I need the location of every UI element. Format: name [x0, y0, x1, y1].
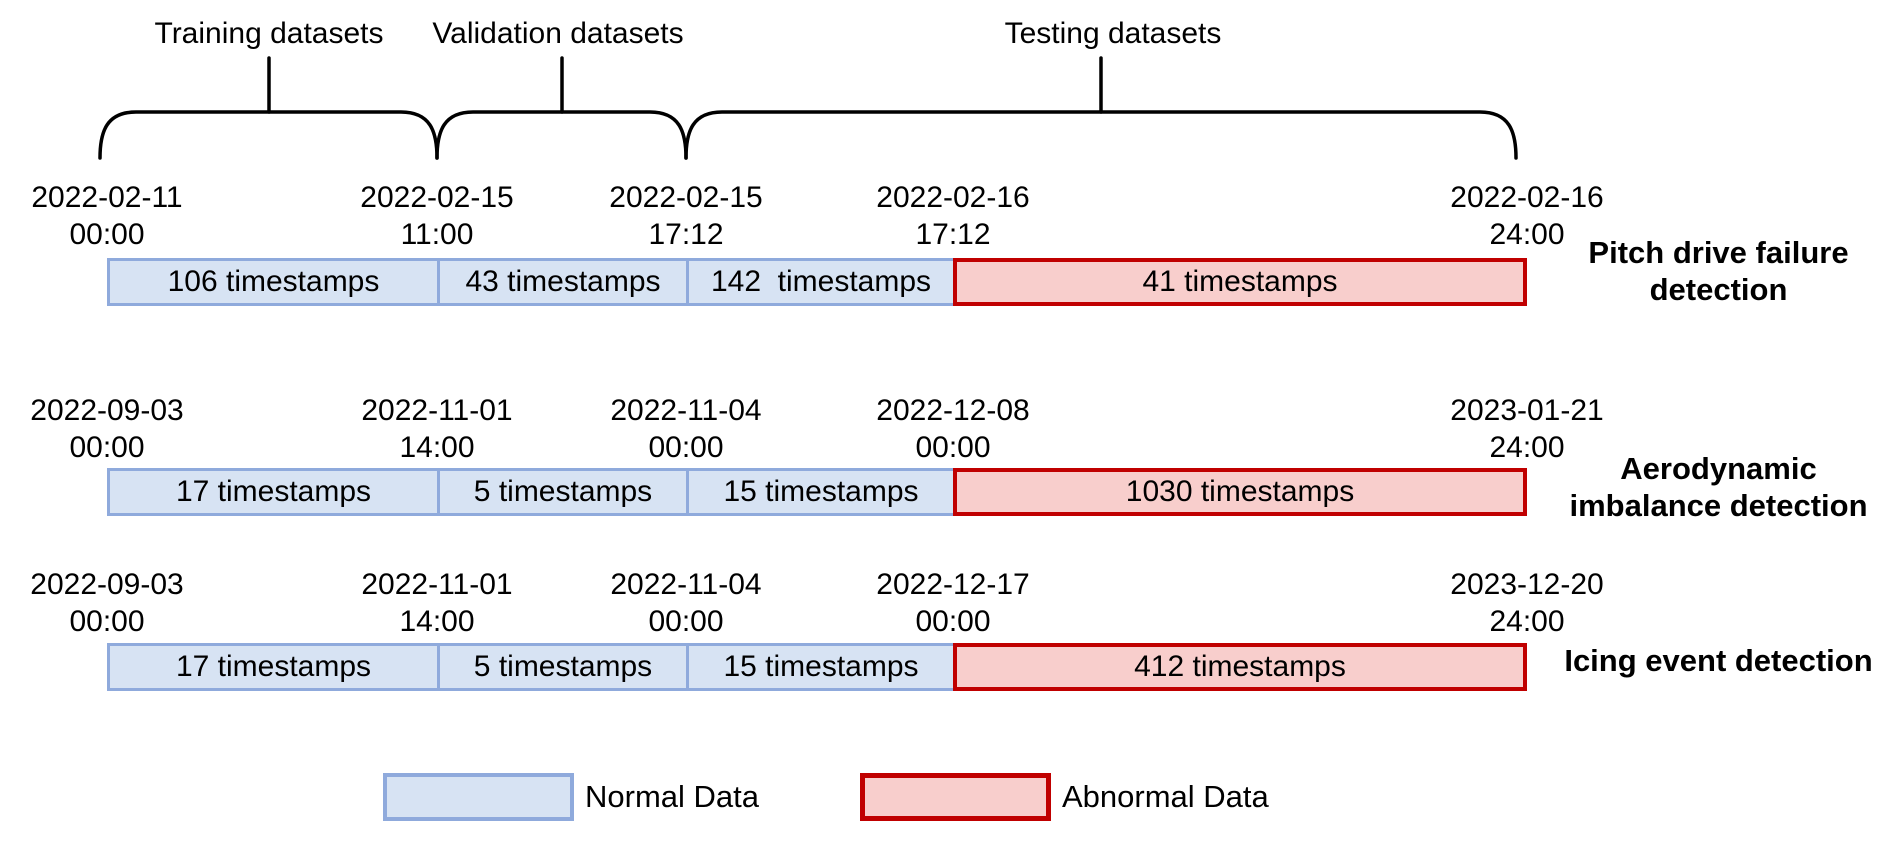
time-text: 24:00	[1489, 218, 1565, 251]
segment-label: 5 timestamps	[473, 475, 653, 508]
date-text: 2023-01-21	[1450, 394, 1604, 427]
segment-label: 142 timestamps	[710, 265, 932, 298]
brace-validation	[435, 110, 688, 160]
segment-label: 106 timestamps	[167, 265, 380, 298]
row-label-line: detection	[1649, 272, 1788, 307]
segment-label: 17 timestamps	[175, 650, 372, 683]
segment-label: 41 timestamps	[1142, 265, 1338, 298]
row-label-aerodynamic-imbalance: Aerodynamic imbalance detection	[1545, 450, 1892, 524]
segment-label: 1030 timestamps	[1125, 475, 1355, 508]
date-col: 2022-02-15 17:12	[576, 179, 796, 253]
legend-label-normal: Normal Data	[585, 779, 759, 814]
segment-normal: 17 timestamps	[107, 643, 440, 691]
segment-normal: 5 timestamps	[437, 643, 689, 691]
time-text: 00:00	[69, 605, 145, 638]
date-text: 2022-11-04	[610, 568, 762, 601]
segment-label: 17 timestamps	[175, 475, 372, 508]
segment-abnormal: 412 timestamps	[953, 643, 1527, 691]
time-text: 00:00	[915, 605, 991, 638]
time-text: 14:00	[399, 605, 475, 638]
date-col: 2022-12-08 00:00	[843, 392, 1063, 466]
group-label-testing: Testing datasets	[1004, 17, 1222, 50]
segment-normal: 15 timestamps	[686, 643, 956, 691]
braces-graphic	[98, 56, 1518, 160]
date-col: 2022-12-17 00:00	[843, 566, 1063, 640]
segment-label: 15 timestamps	[723, 650, 919, 683]
row-label-icing-event: Icing event detection	[1545, 642, 1892, 679]
legend-swatch-normal	[383, 773, 574, 821]
date-text: 2023-12-20	[1450, 568, 1604, 601]
date-text: 2022-02-15	[360, 181, 514, 214]
date-col: 2022-02-16 17:12	[843, 179, 1063, 253]
date-text: 2022-02-15	[609, 181, 763, 214]
date-col: 2022-09-03 00:00	[0, 566, 217, 640]
date-col: 2022-02-11 00:00	[0, 179, 217, 253]
date-col: 2022-02-15 11:00	[327, 179, 547, 253]
date-text: 2022-11-04	[610, 394, 762, 427]
date-col: 2022-11-01 14:00	[327, 392, 547, 466]
date-text: 2022-11-01	[361, 568, 513, 601]
brace-training	[98, 110, 439, 160]
segment-label: 412 timestamps	[1134, 650, 1346, 683]
row-label-line: imbalance detection	[1569, 488, 1868, 523]
segment-normal: 17 timestamps	[107, 468, 440, 516]
date-text: 2022-02-16	[1450, 181, 1604, 214]
segment-normal: 43 timestamps	[437, 258, 689, 306]
group-label-training: Training datasets	[154, 17, 384, 50]
date-col: 2022-11-04 00:00	[576, 392, 796, 466]
segment-normal: 106 timestamps	[107, 258, 440, 306]
time-text: 24:00	[1489, 605, 1565, 638]
date-text: 2022-09-03	[30, 568, 184, 601]
segment-abnormal: 1030 timestamps	[953, 468, 1527, 516]
segment-normal: 5 timestamps	[437, 468, 689, 516]
date-text: 2022-02-11	[31, 181, 183, 214]
date-col: 2022-11-04 00:00	[576, 566, 796, 640]
time-text: 24:00	[1489, 431, 1565, 464]
row-label-line: Icing event detection	[1564, 643, 1873, 678]
date-text: 2022-11-01	[361, 394, 513, 427]
date-col: 2023-01-21 24:00	[1417, 392, 1637, 466]
segment-label: 5 timestamps	[473, 650, 653, 683]
legend-label-abnormal: Abnormal Data	[1062, 779, 1269, 814]
group-label-validation: Validation datasets	[432, 17, 684, 50]
time-text: 00:00	[648, 605, 724, 638]
date-text: 2022-12-08	[876, 394, 1030, 427]
date-col: 2022-02-16 24:00	[1417, 179, 1637, 253]
segment-label: 15 timestamps	[723, 475, 919, 508]
date-text: 2022-02-16	[876, 181, 1030, 214]
row-label-pitch-drive: Pitch drive failure detection	[1545, 234, 1892, 308]
date-col: 2022-11-01 14:00	[327, 566, 547, 640]
row-label-line: Pitch drive failure	[1588, 235, 1849, 270]
segment-normal: 142 timestamps	[686, 258, 956, 306]
date-text: 2022-09-03	[30, 394, 184, 427]
segment-label: 43 timestamps	[465, 265, 661, 298]
time-text: 14:00	[399, 431, 475, 464]
time-text: 00:00	[69, 431, 145, 464]
legend-swatch-abnormal	[860, 773, 1051, 821]
segment-abnormal: 41 timestamps	[953, 258, 1527, 306]
time-text: 00:00	[915, 431, 991, 464]
date-text: 2022-12-17	[876, 568, 1030, 601]
time-text: 11:00	[400, 218, 474, 251]
date-col: 2022-09-03 00:00	[0, 392, 217, 466]
segment-normal: 15 timestamps	[686, 468, 956, 516]
time-text: 00:00	[648, 431, 724, 464]
row-label-line: Aerodynamic	[1620, 451, 1817, 486]
date-col: 2023-12-20 24:00	[1417, 566, 1637, 640]
brace-testing	[684, 110, 1518, 160]
time-text: 00:00	[69, 218, 145, 251]
time-text: 17:12	[648, 218, 724, 251]
time-text: 17:12	[915, 218, 991, 251]
